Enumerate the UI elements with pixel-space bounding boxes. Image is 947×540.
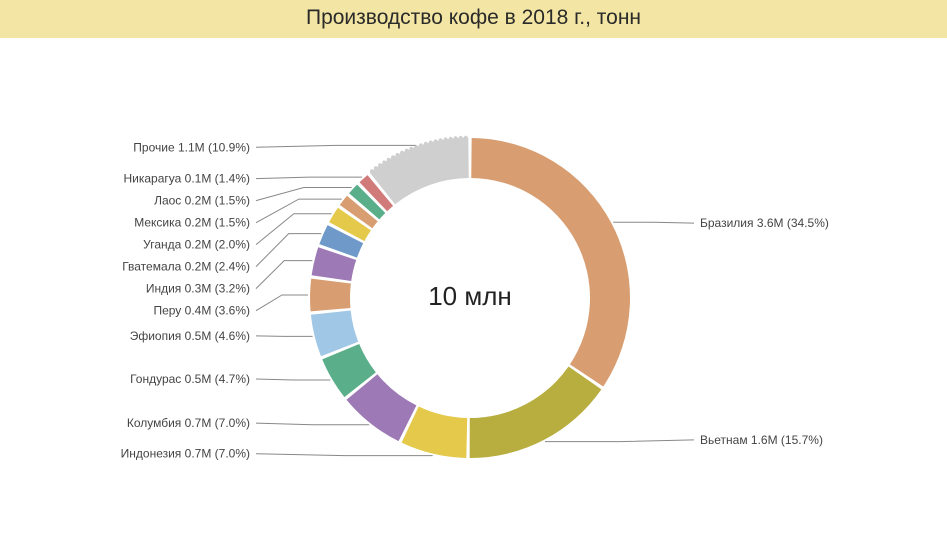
- leader-line: [256, 145, 416, 147]
- slice-label: Колумбия 0.7M (7.0%): [127, 416, 250, 430]
- slice-label: Лаос 0.2M (1.5%): [154, 194, 250, 208]
- leader-line: [256, 199, 342, 223]
- leader-line: [613, 222, 694, 223]
- leader-line: [256, 379, 330, 380]
- slice-label: Гватемала 0.2M (2.4%): [122, 260, 250, 274]
- slice-label: Прочие 1.1M (10.9%): [133, 140, 250, 154]
- leader-line: [256, 261, 312, 289]
- leader-line: [256, 177, 362, 178]
- slice-label: Эфиопия 0.5M (4.6%): [130, 329, 250, 343]
- slice-label: Индонезия 0.7M (7.0%): [121, 447, 250, 461]
- slice-label: Никарагуа 0.1M (1.4%): [123, 172, 250, 186]
- slice-label: Мексика 0.2M (1.5%): [134, 216, 250, 230]
- slice-label: Вьетнам 1.6M (15.7%): [700, 433, 823, 447]
- leader-line: [545, 440, 694, 442]
- leader-line: [256, 295, 308, 311]
- slice-label: Бразилия 3.6M (34.5%): [700, 216, 829, 230]
- slice-label: Гондурас 0.5M (4.7%): [130, 372, 250, 386]
- leader-line: [256, 423, 369, 425]
- slice-label: Индия 0.3M (3.2%): [146, 282, 250, 296]
- center-total: 10 млн: [428, 281, 512, 311]
- slice-Перу: [310, 279, 351, 312]
- slice-Вьетнам: [470, 366, 602, 458]
- slice-Бразилия: [471, 138, 630, 387]
- leader-line: [256, 234, 321, 267]
- leader-line: [256, 214, 332, 245]
- chart-title: Производство кофе в 2018 г., тонн: [0, 0, 947, 38]
- slice-label: Уганда 0.2M (2.0%): [143, 238, 250, 252]
- donut-chart: Прочие 1.1M (10.9%) Никарагуа 0.1M (1.4%)…: [0, 38, 947, 536]
- leader-line: [256, 454, 433, 456]
- slice-label: Перу 0.4M (3.6%): [153, 304, 250, 318]
